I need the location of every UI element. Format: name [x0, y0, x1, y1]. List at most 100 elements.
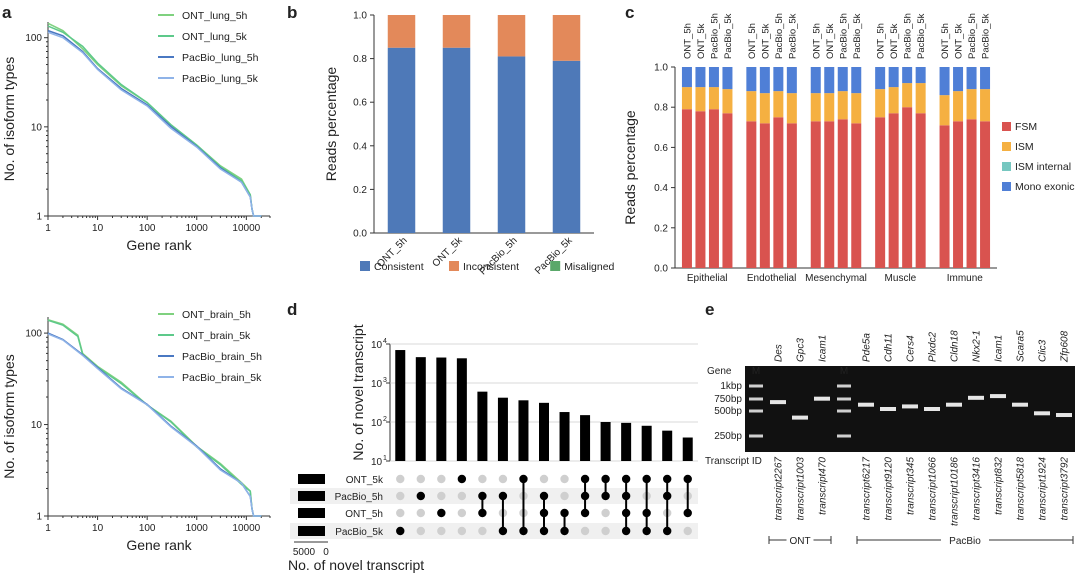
sample-label: PacBio_5k — [916, 13, 927, 59]
gel-band — [968, 395, 984, 400]
sample-label: PacBio_5k — [723, 13, 734, 59]
bar-Mono exonic — [915, 67, 926, 84]
panel-label-e: e — [705, 300, 714, 319]
group-label: Epithelial — [687, 273, 728, 284]
sample-label: PacBio_5h — [838, 13, 849, 59]
bar-ISM — [773, 91, 784, 118]
bar-ISM — [875, 89, 886, 118]
panel-a-lung-chart: 1 10 100 1000 10000 1 10 100 Gene rank No. of iso… — [1, 10, 271, 253]
bar-Mono exonic — [953, 67, 964, 92]
y-tick-label: 0.0 — [654, 264, 668, 275]
bar-Consistent — [497, 56, 526, 233]
bar-ISM — [980, 89, 991, 122]
set-size-tick: 5000 — [293, 547, 316, 558]
ladder-band — [837, 434, 851, 438]
matrix-row-shade — [290, 523, 698, 539]
matrix-dot-inactive — [601, 526, 610, 536]
bar-FSM — [824, 121, 835, 269]
y-tick-label: 0.0 — [353, 229, 367, 240]
panel-label-d: d — [287, 300, 297, 319]
sample-label: PacBio_5k — [981, 13, 992, 59]
x-tick-label: 100 — [139, 523, 156, 534]
group-label: Mesenchymal — [805, 273, 867, 284]
matrix-dot-active — [396, 526, 405, 536]
bar-Mono exonic — [759, 67, 770, 94]
intersection-bar — [662, 430, 673, 461]
bar-Mono exonic — [746, 67, 757, 92]
gel-band — [814, 396, 830, 401]
bar-FSM — [810, 121, 821, 269]
legend-label: FSM — [1015, 121, 1037, 133]
gene-label: Icam1 — [818, 335, 829, 362]
sample-label: PacBio_5k — [787, 13, 798, 59]
matrix-dot-inactive — [396, 474, 405, 484]
sample-label: ONT_5h — [747, 23, 758, 59]
matrix-dot-inactive — [457, 491, 467, 501]
y-tick-label: 1 — [36, 512, 42, 523]
x-tick-label: 1000 — [186, 223, 209, 234]
matrix-dot-active — [457, 474, 467, 484]
legend-swatch — [449, 261, 459, 271]
matrix-dot-inactive — [437, 474, 446, 484]
legend-label: PacBio_brain_5h — [182, 351, 262, 363]
x-tick-label: 1 — [45, 223, 51, 234]
transcript-label: transcript832 — [994, 457, 1005, 515]
legend-label: Mono exonic — [1015, 181, 1075, 193]
y-tick-label: 0.4 — [353, 141, 367, 152]
bar-ISM — [966, 89, 977, 120]
set-label: PacBio_5k — [335, 527, 384, 538]
bar-ISM — [695, 87, 706, 112]
matrix-dot-inactive — [457, 526, 467, 536]
legend-label: PacBio_lung_5h — [182, 52, 259, 64]
bar-FSM — [980, 121, 991, 269]
gel-band — [1034, 411, 1050, 416]
y-tick-label: 100 — [25, 329, 42, 340]
matrix-dot-inactive — [437, 526, 446, 536]
bar-Mono exonic — [851, 67, 862, 94]
ladder-band — [749, 434, 763, 438]
y-tick-label: 0.8 — [654, 103, 668, 114]
gene-label: Des — [774, 344, 785, 362]
legend-swatch — [1002, 162, 1011, 171]
group-label: ONT — [789, 536, 810, 547]
y-tick-label: 10 — [31, 420, 43, 431]
y-tick-label: 10 — [371, 418, 383, 429]
transcript-label: transcript1924 — [1038, 457, 1049, 521]
gel-band — [1056, 413, 1072, 418]
y-tick-exponent: 1 — [383, 455, 387, 462]
size-label: 750bp — [714, 394, 742, 405]
ladder-band — [749, 409, 763, 413]
bar-FSM — [746, 121, 757, 269]
gene-row-label: Gene — [707, 366, 732, 377]
legend-label: ONT_lung_5h — [182, 10, 248, 22]
legend-label: ONT_lung_5k — [182, 31, 248, 43]
ladder-band — [749, 384, 763, 388]
y-tick-label: 1.0 — [353, 11, 367, 22]
sample-label: ONT_5h — [940, 23, 951, 59]
bar-Mono exonic — [695, 67, 706, 88]
bar-FSM — [695, 111, 706, 268]
y-tick-label: 0.6 — [353, 98, 367, 109]
sample-label: ONT_5h — [876, 23, 887, 59]
y-tick-label: 0.2 — [353, 185, 367, 196]
y-tick-label: 10 — [371, 340, 383, 351]
set-size-bar — [298, 474, 325, 484]
matrix-dot-inactive — [601, 508, 610, 518]
y-axis-title: No. of isoform types — [1, 57, 17, 182]
x-tick-label: 1000 — [186, 523, 209, 534]
bar-ISM — [824, 93, 835, 122]
matrix-dot-inactive — [416, 508, 425, 518]
gel-background — [745, 366, 1075, 452]
gel-band — [902, 404, 918, 409]
ladder-band — [837, 384, 851, 388]
transcript-label: transcript1003 — [796, 457, 807, 521]
bar-FSM — [953, 121, 964, 269]
ladder-band — [837, 397, 851, 401]
x-tick-label: 10000 — [232, 523, 260, 534]
intersection-bar — [456, 358, 467, 461]
bar-FSM — [966, 119, 977, 268]
y-tick-label: 0.2 — [654, 223, 668, 234]
legend-label: ISM internal — [1015, 161, 1071, 173]
intersection-bar — [539, 402, 549, 461]
size-label: 500bp — [714, 406, 742, 417]
